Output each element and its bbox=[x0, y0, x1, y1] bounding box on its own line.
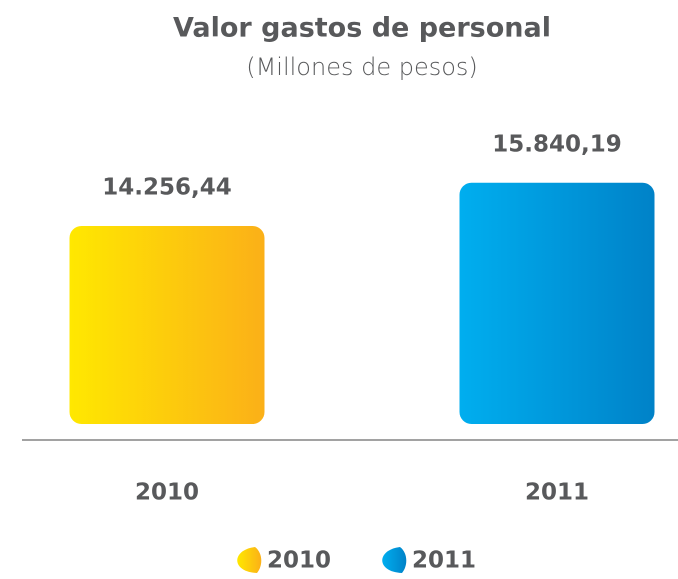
x-tick-label: 2010 bbox=[135, 480, 199, 506]
x-tick-label: 2011 bbox=[525, 480, 589, 506]
legend-label: 2010 bbox=[267, 548, 331, 574]
value-label: 15.840,19 bbox=[492, 131, 622, 157]
bar bbox=[459, 182, 655, 424]
chart-title: Valor gastos de personal bbox=[173, 13, 551, 44]
legend-marker bbox=[237, 547, 262, 573]
chart-subtitle: (Millones de pesos) bbox=[246, 53, 478, 81]
bar bbox=[69, 225, 265, 424]
legend-marker bbox=[382, 547, 407, 573]
value-label: 14.256,44 bbox=[102, 174, 232, 200]
legend-label: 2011 bbox=[412, 548, 476, 574]
